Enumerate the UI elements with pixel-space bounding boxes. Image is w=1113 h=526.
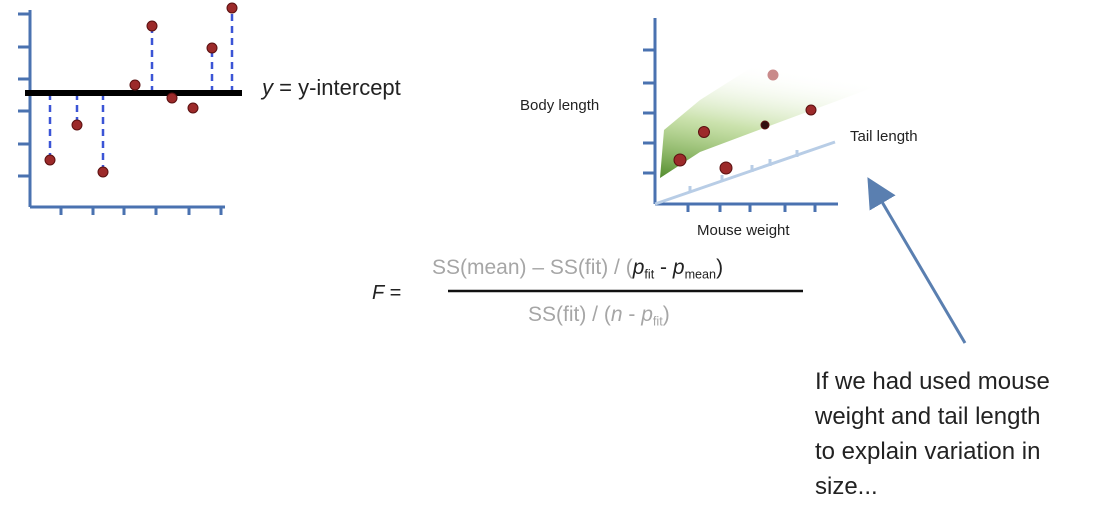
point [166,92,178,104]
note-line: weight and tail length [815,403,1041,430]
point [805,104,817,116]
point [673,153,687,167]
point [129,79,141,91]
denominator: SS(fit) / (n - pfit) [528,303,670,328]
note: If we had used mouse weight and tail len… [815,364,1050,504]
part: p [641,303,653,326]
part: n [610,303,623,326]
part: ) [716,256,724,279]
part: p [672,256,685,279]
point [767,69,779,81]
note-line: size... [815,473,878,500]
part: ) [662,303,670,326]
part: - [622,303,642,326]
point [719,161,733,175]
point [206,42,218,54]
point [187,102,199,114]
shape [654,140,836,206]
point [71,119,83,131]
part: fit [652,314,663,329]
label-rest: = y-intercept [273,75,401,100]
point [97,166,109,178]
arrow [867,177,967,344]
note-line: to explain variation in [815,438,1041,465]
label-var: y [262,75,273,100]
part: - [654,256,673,279]
note-line: If we had used mouse [815,368,1050,395]
left-plot [18,2,242,215]
z-axis-label: Tail length [850,128,918,145]
part: SS(mean) – SS(fit) / ( [432,256,633,279]
shape [673,69,817,175]
shape [688,150,799,193]
formula-lhs: F = [372,282,402,304]
right-plot [643,18,885,212]
point [698,126,710,138]
shape [643,48,817,212]
point [146,20,158,32]
shape [660,60,885,178]
shape [44,2,238,178]
shape [643,18,838,212]
point [760,120,770,130]
numerator: SS(mean) – SS(fit) / (pfit - pmean) [432,256,723,281]
part: mean [684,267,717,282]
part: fit [644,267,655,282]
shape [18,12,223,215]
point [44,154,56,166]
part: SS(fit) / ( [528,303,611,326]
part: p [632,256,645,279]
y-axis-label: Body length [520,97,600,114]
intercept-label: y = y-intercept [262,75,401,101]
x-axis-label: Mouse weight [697,222,790,239]
point [226,2,238,14]
